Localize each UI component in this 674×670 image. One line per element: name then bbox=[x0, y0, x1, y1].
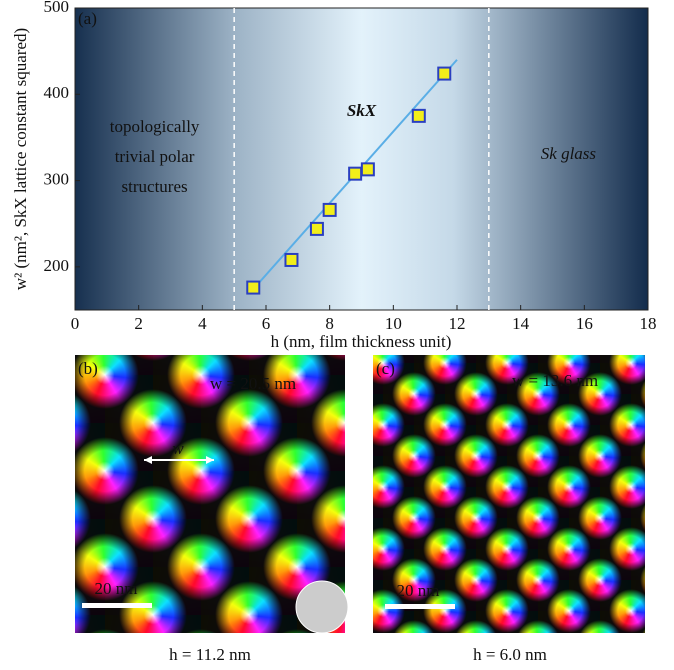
y-tick-label: 300 bbox=[44, 169, 70, 188]
region-label: trivial polar bbox=[115, 147, 195, 166]
data-point bbox=[362, 163, 374, 175]
caption: h = 11.2 nm bbox=[169, 645, 251, 664]
color-wheel bbox=[296, 581, 348, 633]
scale-bar bbox=[385, 604, 455, 609]
image-b-labels: (b) w = 20.5 nm w 20 nm h = 11.2 nm bbox=[78, 359, 348, 664]
region-label: SkX bbox=[347, 101, 377, 120]
y-tick-label: 200 bbox=[44, 256, 70, 275]
panel-label: (b) bbox=[78, 359, 98, 378]
data-point bbox=[349, 168, 361, 180]
arrow-label: w bbox=[172, 439, 184, 458]
width-label: w = 13.6 nm bbox=[512, 371, 598, 390]
y-tick-label: 400 bbox=[44, 83, 70, 102]
width-label: w = 20.5 nm bbox=[210, 374, 296, 393]
caption: h = 6.0 nm bbox=[473, 645, 547, 664]
x-tick-label: 18 bbox=[640, 314, 657, 333]
scale-bar bbox=[82, 603, 152, 608]
x-tick-label: 12 bbox=[449, 314, 466, 333]
data-point bbox=[324, 204, 336, 216]
x-tick-label: 8 bbox=[325, 314, 334, 333]
image-c-labels: (c) w = 13.6 nm 20 nm h = 6.0 nm bbox=[376, 359, 598, 664]
data-point bbox=[413, 110, 425, 122]
data-point bbox=[311, 223, 323, 235]
region-label: Sk glass bbox=[541, 144, 597, 163]
x-axis-label: h (nm, film thickness unit) bbox=[271, 332, 452, 351]
data-point bbox=[438, 68, 450, 80]
panel-label: (a) bbox=[78, 9, 97, 28]
y-axis-label: w² (nm², SkX lattice constant squared) bbox=[11, 28, 30, 290]
x-tick-label: 16 bbox=[576, 314, 593, 333]
x-tick-label: 0 bbox=[71, 314, 80, 333]
data-point bbox=[247, 282, 259, 294]
region-label: structures bbox=[122, 177, 188, 196]
region-label: topologically bbox=[110, 117, 200, 136]
x-tick-label: 6 bbox=[262, 314, 271, 333]
panel-label: (c) bbox=[376, 359, 395, 378]
figure: (a) h (nm, film thickness unit) w² (nm²,… bbox=[0, 0, 674, 670]
x-tick-label: 2 bbox=[134, 314, 143, 333]
y-tick-label: 500 bbox=[44, 0, 70, 16]
x-tick-label: 14 bbox=[512, 314, 530, 333]
x-tick-label: 4 bbox=[198, 314, 207, 333]
scale-label: 20 nm bbox=[397, 581, 440, 600]
data-point bbox=[285, 254, 297, 266]
chart: (a) h (nm, film thickness unit) w² (nm²,… bbox=[0, 0, 674, 670]
x-tick-label: 10 bbox=[385, 314, 402, 333]
scale-label: 20 nm bbox=[95, 579, 138, 598]
